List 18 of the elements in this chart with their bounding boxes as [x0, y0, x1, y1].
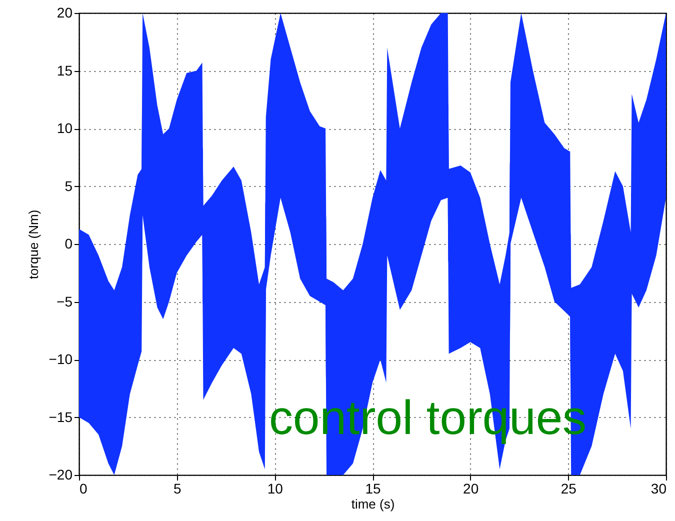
x-tick-label: 30 — [650, 480, 667, 496]
x-tick-label: 5 — [173, 480, 182, 496]
y-tick-label: 15 — [56, 62, 73, 78]
x-tick-label: 20 — [463, 480, 479, 496]
x-axis-title: time (s) — [351, 496, 395, 512]
x-tick-label: 0 — [80, 480, 88, 496]
x-tick-label: 15 — [365, 480, 381, 496]
y-tick-label: −10 — [48, 351, 73, 367]
y-tick-label: 10 — [56, 120, 73, 136]
y-tick-label: −5 — [56, 293, 73, 310]
y-axis-title: torque (Nm) — [26, 210, 41, 280]
x-tick-label: 25 — [560, 480, 577, 496]
y-tick-label: 5 — [64, 178, 73, 194]
x-tick-label: 10 — [267, 480, 284, 496]
y-tick-label: −20 — [48, 466, 73, 482]
y-tick-label: 0 — [64, 236, 73, 252]
y-tick-label: −15 — [48, 408, 73, 425]
y-tick-label: 20 — [56, 4, 73, 20]
